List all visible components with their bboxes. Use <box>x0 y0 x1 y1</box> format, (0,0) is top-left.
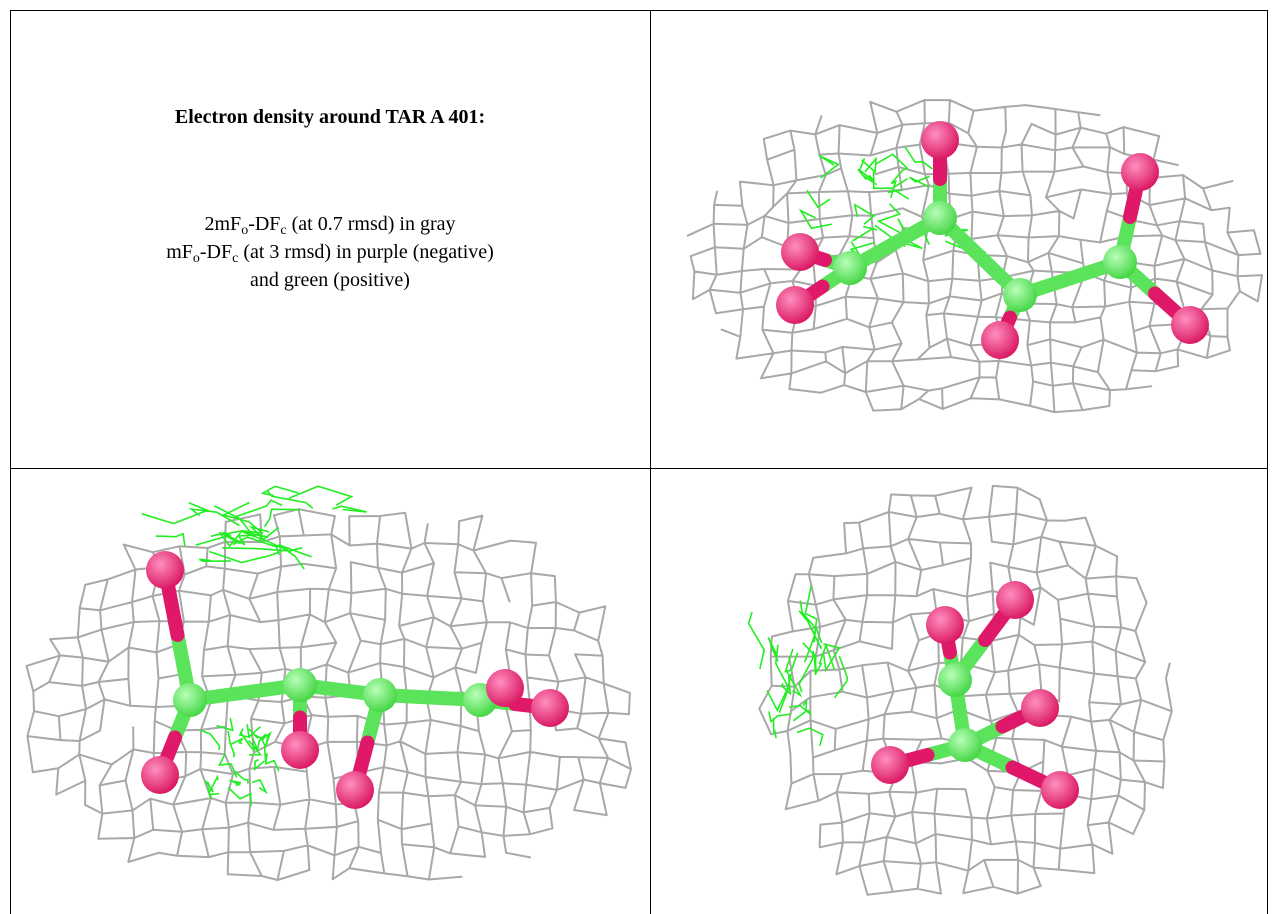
page: Electron density around TAR A 401: 2mFo-… <box>0 0 1278 914</box>
oxygen-atom <box>141 756 179 794</box>
oxygen-atom <box>776 286 814 324</box>
oxygen-atom <box>921 121 959 159</box>
carbon-atom <box>938 663 972 697</box>
oxygen-atom <box>531 689 569 727</box>
oxygen-atom <box>926 606 964 644</box>
oxygen-atom <box>871 746 909 784</box>
caption-title: Electron density around TAR A 401: <box>10 106 650 129</box>
text: 2mF <box>205 213 242 235</box>
carbon-atom <box>833 251 867 285</box>
text: mF <box>166 241 193 263</box>
oxygen-atom <box>281 731 319 769</box>
carbon-atom <box>948 728 982 762</box>
carbon-atom <box>283 668 317 702</box>
oxygen-atom <box>996 581 1034 619</box>
caption-line: and green (positive) <box>10 266 650 294</box>
text: and green (positive) <box>250 269 410 291</box>
text: -DF <box>200 241 232 263</box>
oxygen-atom <box>146 551 184 589</box>
caption-line: mFo-DFc (at 3 rmsd) in purple (negative) <box>10 238 650 266</box>
difference-mesh <box>749 586 848 746</box>
carbon-atom <box>363 678 397 712</box>
carbon-atom <box>923 201 957 235</box>
caption-line: 2mFo-DFc (at 0.7 rmsd) in gray <box>10 210 650 238</box>
subscript: o <box>193 251 200 266</box>
text: (at 0.7 rmsd) in gray <box>287 213 456 235</box>
oxygen-atom <box>1121 153 1159 191</box>
carbon-atom <box>1103 245 1137 279</box>
oxygen-atom <box>1021 689 1059 727</box>
oxygen-atom <box>981 321 1019 359</box>
caption-cell: Electron density around TAR A 401: 2mFo-… <box>10 10 650 468</box>
oxygen-atom <box>1041 771 1079 809</box>
oxygen-atom <box>486 669 524 707</box>
carbon-atom <box>173 683 207 717</box>
oxygen-atom <box>336 771 374 809</box>
carbon-atom <box>1003 278 1037 312</box>
text: (at 3 rmsd) in purple (negative) <box>238 241 493 263</box>
text: -DF <box>248 213 280 235</box>
caption-body: 2mFo-DFc (at 0.7 rmsd) in gray mFo-DFc (… <box>10 210 650 294</box>
oxygen-atom <box>781 233 819 271</box>
oxygen-atom <box>1171 306 1209 344</box>
difference-mesh <box>200 718 279 806</box>
